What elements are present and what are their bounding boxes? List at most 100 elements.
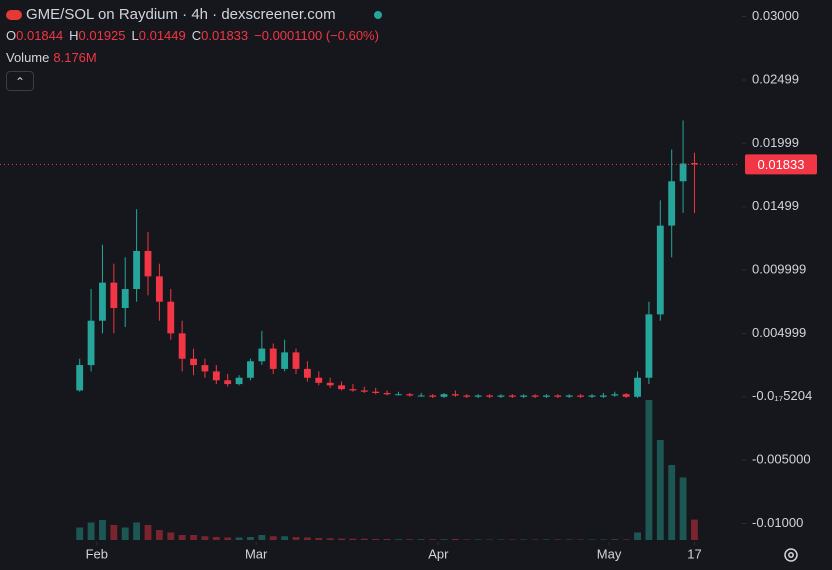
candle-body (634, 377, 641, 397)
volume-bar (212, 537, 220, 540)
volume-bar (167, 532, 175, 540)
volume-bar (451, 539, 459, 540)
candle-body (383, 392, 391, 395)
candle-body (110, 282, 118, 309)
legend-value: 0.01844 (16, 28, 64, 43)
volume-bar (565, 539, 573, 540)
candle-body (167, 301, 175, 334)
candle-body (474, 395, 482, 397)
candle-body (611, 394, 619, 396)
candle-body (668, 181, 676, 226)
volume-bar (349, 538, 357, 540)
volume-bar (645, 400, 653, 540)
candle-body (292, 352, 300, 369)
volume-bar (417, 539, 425, 540)
volume-bar (303, 537, 311, 540)
volume-bar (554, 539, 562, 540)
legend-key: L (131, 28, 139, 43)
volume-bar (315, 538, 323, 540)
volume-bar (87, 522, 95, 540)
candle-body (235, 377, 243, 385)
candle-body (212, 371, 220, 381)
volume-bar (292, 537, 300, 540)
volume-bar (611, 539, 619, 540)
candle-body (99, 282, 106, 321)
last-price-label: 0.01833 (758, 157, 805, 172)
candle-body (429, 395, 437, 397)
header: GME/SOL on Raydium · 4h · dexscreener.co… (6, 6, 336, 23)
volume-bar (520, 539, 528, 540)
x-tick-label: 17 (687, 546, 701, 561)
candle-body (326, 382, 334, 386)
volume-bar (190, 535, 197, 540)
candle-body (599, 395, 607, 397)
volume-bar (679, 477, 687, 540)
settings-icon[interactable] (784, 548, 798, 562)
candle-body (543, 395, 550, 397)
legend-value: 8.176M (53, 50, 97, 65)
volume-bar (497, 539, 505, 540)
candle-body (417, 395, 425, 397)
y-tick-label: 0.01999 (752, 135, 799, 150)
candle-body (247, 361, 254, 378)
candle-body (349, 389, 357, 391)
candle-body (463, 395, 471, 397)
volume-bar (121, 527, 129, 540)
candle-body (269, 348, 277, 369)
volume-bar (76, 527, 84, 540)
volume-bar (99, 520, 106, 540)
candle-body (645, 314, 653, 378)
volume-bar (599, 539, 607, 540)
candle-body (190, 358, 197, 366)
volume-bar (178, 535, 186, 540)
candle-body (520, 395, 528, 397)
candle-body (622, 394, 630, 397)
y-tick-label: -0.01000 (752, 515, 803, 530)
candle-body (315, 377, 323, 383)
volume-bar (543, 539, 550, 540)
volume-bar (429, 539, 437, 540)
legend-value: 0.01833 (201, 28, 249, 43)
candle-body (679, 163, 687, 182)
volume-bar (338, 538, 345, 540)
x-tick-label: May (597, 546, 622, 561)
volume-bar (360, 538, 368, 540)
volume-bar (634, 532, 641, 540)
candle-body (554, 395, 562, 397)
candle-body (656, 225, 664, 315)
candle-body (303, 368, 311, 378)
volume-bar (474, 539, 482, 540)
y-tick-label: -0.0₁₇5204 (752, 388, 812, 403)
volume-bar (395, 539, 402, 540)
candle-body (155, 276, 163, 302)
candle-body (178, 333, 186, 359)
candle-body (588, 395, 596, 397)
volume-bar (531, 539, 539, 540)
candle-body (440, 394, 448, 397)
legend-key: H (69, 28, 79, 43)
candle-body (577, 395, 585, 397)
candle-body (87, 320, 95, 366)
x-tick-label: Mar (245, 546, 268, 561)
legend-change: −0.0001100 (−0.60%) (254, 28, 379, 43)
volume-bar (224, 537, 232, 540)
volume-bar (383, 539, 391, 540)
volume-bar (144, 525, 152, 540)
candle-body (133, 250, 141, 290)
candle-body (121, 289, 129, 309)
volume-bar (133, 522, 141, 540)
candle-body (497, 395, 505, 397)
x-tick-label: Apr (428, 546, 449, 561)
candle-body (224, 380, 232, 385)
candle-body (258, 348, 266, 362)
y-tick-label: 0.02499 (752, 71, 799, 86)
volume-bar (406, 539, 414, 540)
candle-body (281, 352, 289, 369)
candle-body (372, 391, 380, 393)
collapse-button[interactable]: ⌃ (6, 71, 34, 91)
x-tick-label: Feb (86, 546, 108, 561)
volume-bar (326, 538, 334, 540)
candle-body (360, 390, 368, 392)
candle-body (76, 365, 84, 391)
